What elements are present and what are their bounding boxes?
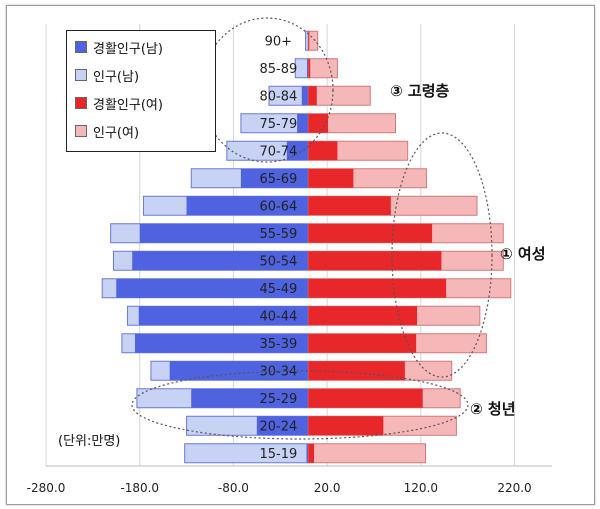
category-label-8: 55-59 (259, 227, 297, 242)
category-label-2: 25-29 (259, 392, 297, 407)
bar-female-pop-13 (307, 85, 371, 106)
legend-swatch-male-pop (75, 69, 87, 81)
bar-male-labor-9 (186, 196, 309, 216)
bar-male-labor-5 (138, 306, 309, 326)
bar-female-labor-13 (308, 86, 317, 106)
legend: 경활인구(남) 인구(남) 경활인구(여) 인구(여) (66, 30, 216, 152)
bar-male-labor-8 (139, 223, 309, 243)
bar-female-labor-11 (308, 141, 338, 161)
category-label-0: 15-19 (259, 447, 297, 462)
legend-item-male-pop: 인구(남) (75, 65, 139, 85)
bar-female-labor-8 (308, 223, 433, 243)
bar-male-labor-14 (306, 58, 309, 78)
bar-female-pop-0 (307, 443, 426, 464)
bar-male-labor-1 (256, 416, 309, 436)
bar-male-labor-4 (135, 333, 309, 353)
legend-label-female-labor: 경활인구(여) (93, 97, 163, 113)
legend-swatch-female-pop (75, 125, 87, 137)
annotation-ellipse-2 (131, 370, 469, 440)
category-label-1: 20-24 (259, 419, 297, 434)
bar-male-labor-0 (306, 443, 309, 463)
category-label-3: 30-34 (259, 364, 297, 379)
bar-male-labor-11 (286, 141, 309, 161)
category-label-15: 90+ (265, 34, 292, 49)
category-labels: 15-19 20-24 25-29 30-34 35-39 40-44 45-49 50-54… (259, 34, 297, 462)
category-label-11: 70-74 (259, 144, 297, 159)
x-tick-labels: -280.0 -180.0 -80.0 20.0 120.0 220.0 (27, 481, 532, 495)
legend-swatch-male-labor (75, 41, 87, 53)
annotation-youth: ② 청년 (470, 400, 516, 418)
x-tick-label-1: -180.0 (120, 481, 159, 495)
bar-female-labor-9 (308, 196, 391, 216)
bar-female-labor-15 (308, 31, 310, 51)
category-label-10: 65-69 (259, 172, 297, 187)
annotation-ellipse-1 (391, 132, 493, 378)
bar-female-labor-5 (308, 306, 418, 326)
category-label-6: 45-49 (259, 282, 297, 297)
bar-female-labor-14 (308, 58, 311, 78)
x-tick-label-2: -80.0 (218, 481, 249, 495)
annotation-women: ① 여성 (500, 245, 546, 263)
category-label-12: 75-79 (259, 117, 297, 132)
x-tick-label-0: -280.0 (27, 481, 66, 495)
x-tick-label-4: 120.0 (404, 481, 438, 495)
category-label-7: 50-54 (259, 254, 297, 269)
bar-female-labor-3 (308, 361, 405, 381)
legend-label-male-labor: 경활인구(남) (93, 41, 163, 57)
legend-label-male-pop: 인구(남) (93, 69, 140, 85)
bar-female-labor-0 (308, 443, 314, 463)
x-tick-label-3: 20.0 (314, 481, 341, 495)
unit-label: (단위:만명) (58, 434, 121, 449)
bar-female-labor-4 (308, 333, 417, 353)
legend-item-female-labor: 경활인구(여) (75, 93, 163, 113)
bar-male-labor-6 (116, 278, 309, 298)
category-label-14: 85-89 (259, 62, 297, 77)
bar-female-labor-2 (308, 388, 423, 408)
legend-swatch-female-labor (75, 97, 87, 109)
category-label-5: 40-44 (259, 309, 297, 324)
bar-male-labor-12 (297, 113, 309, 133)
bar-male-labor-3 (169, 361, 309, 381)
x-tick-label-5: 220.0 (497, 481, 531, 495)
category-label-4: 35-39 (259, 337, 297, 352)
category-label-13: 80-84 (259, 89, 297, 104)
bar-female-pop-14 (307, 58, 338, 79)
bar-female-labor-1 (308, 416, 384, 436)
legend-item-male-labor: 경활인구(남) (75, 37, 163, 57)
annotation-elderly: ③ 고령층 (390, 82, 450, 100)
bar-female-labor-10 (308, 168, 354, 188)
legend-label-female-pop: 인구(여) (93, 125, 140, 141)
bars-group (101, 30, 512, 464)
bar-female-labor-7 (308, 251, 442, 271)
legend-item-female-pop: 인구(여) (75, 121, 139, 141)
bar-male-labor-7 (132, 251, 309, 271)
bar-female-labor-12 (308, 113, 329, 133)
category-label-9: 60-64 (259, 199, 297, 214)
bar-female-labor-6 (308, 278, 447, 298)
bar-male-labor-2 (191, 388, 309, 408)
bar-male-labor-10 (240, 168, 309, 188)
bar-female-pop-15 (307, 30, 319, 51)
bar-male-labor-13 (301, 86, 309, 106)
